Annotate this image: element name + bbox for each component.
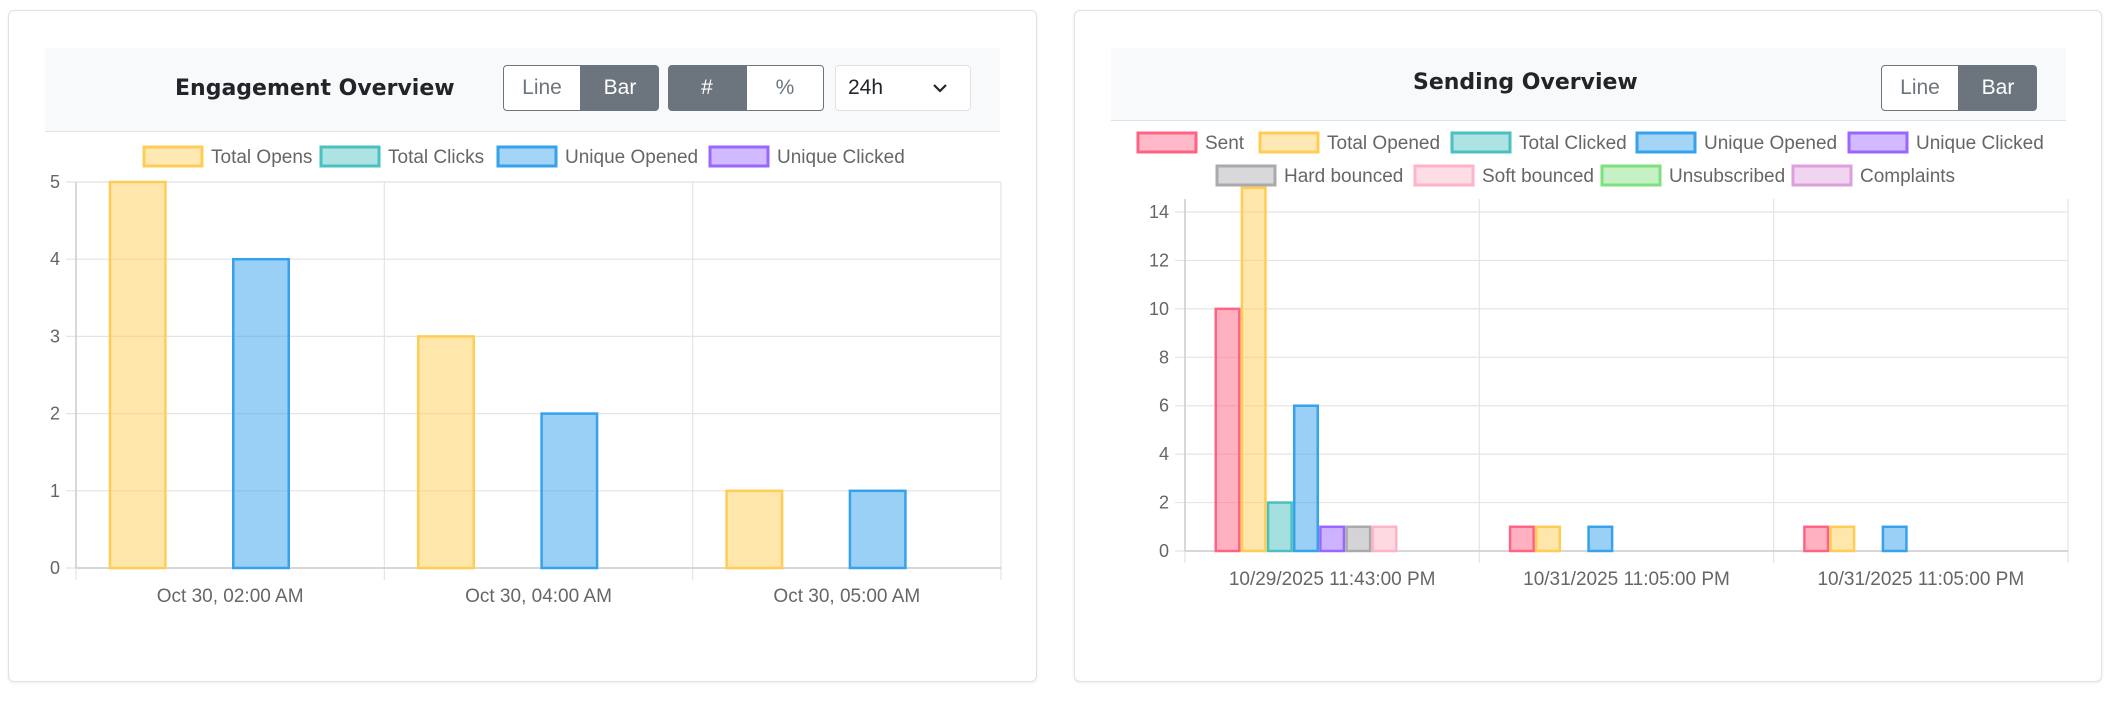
legend-swatch — [1600, 164, 1662, 187]
bar[interactable] — [417, 335, 475, 570]
chevron-down-icon — [933, 84, 947, 93]
bar[interactable] — [1508, 525, 1535, 553]
bar[interactable] — [108, 180, 167, 570]
legend-label: Unique Opened — [1704, 133, 1837, 154]
y-tick-label: 2 — [1159, 493, 1169, 513]
sending-bar-button[interactable]: Bar — [1959, 65, 2037, 111]
engagement-chart: Total Opens Total Clicks Unique Opened Uniq… — [50, 145, 1002, 607]
bar[interactable] — [1829, 525, 1856, 553]
legend-label: Sent — [1205, 133, 1245, 154]
legend-swatch — [1258, 131, 1320, 154]
legend-item[interactable]: Unique Clicked — [708, 145, 905, 168]
legend-label: Unsubscribed — [1669, 166, 1785, 187]
legend-swatch — [1413, 164, 1475, 187]
legend-item[interactable]: Total Opened — [1258, 131, 1440, 154]
sending-overview-card: Sending Overview Line Bar Sent Total Open… — [1074, 10, 2102, 682]
legend-item[interactable]: Total Clicked — [1450, 131, 1627, 154]
engagement-overview-card: Engagement Overview Line Bar # % 24h Tot… — [8, 10, 1037, 682]
bar[interactable] — [1345, 525, 1372, 553]
legend-label: Hard bounced — [1284, 166, 1403, 187]
y-tick-label: 3 — [50, 326, 60, 346]
legend-item[interactable]: Unique Opened — [496, 145, 698, 168]
engagement-metric-toggle: # % — [668, 65, 824, 111]
bar[interactable] — [848, 489, 907, 570]
bar[interactable] — [1803, 525, 1830, 553]
sending-chart: Sent Total Opened Total Clicked Unique Open… — [1136, 131, 2069, 590]
legend-swatch — [1215, 164, 1277, 187]
x-tick-label: Oct 30, 02:00 AM — [157, 586, 304, 607]
bar[interactable] — [1371, 525, 1398, 553]
y-tick-label: 8 — [1159, 347, 1169, 367]
legend-item[interactable]: Complaints — [1791, 164, 1955, 187]
y-tick-label: 6 — [1159, 396, 1169, 416]
engagement-bar-button[interactable]: Bar — [581, 65, 659, 111]
legend-label: Total Opened — [1327, 133, 1440, 154]
legend-swatch — [1847, 131, 1909, 154]
engagement-chart-type-toggle: Line Bar — [503, 65, 659, 111]
legend-swatch — [319, 145, 381, 168]
y-tick-label: 2 — [50, 404, 60, 424]
x-tick-label: 10/31/2025 11:05:00 PM — [1523, 569, 1730, 590]
y-tick-label: 10 — [1149, 299, 1169, 319]
bar[interactable] — [1319, 525, 1346, 553]
y-tick-label: 4 — [1159, 444, 1169, 464]
engagement-range-select[interactable]: 24h — [835, 65, 971, 111]
engagement-card-header: Engagement Overview Line Bar # % 24h — [45, 48, 1000, 132]
sending-title: Sending Overview — [1413, 70, 1638, 95]
bar[interactable] — [1292, 404, 1320, 553]
legend-swatch — [1136, 131, 1198, 154]
y-tick-label: 14 — [1149, 202, 1169, 222]
legend-label: Complaints — [1860, 166, 1955, 187]
y-tick-label: 4 — [50, 249, 60, 269]
x-tick-label: Oct 30, 05:00 AM — [773, 586, 920, 607]
sending-card-header: Sending Overview Line Bar — [1111, 48, 2066, 121]
legend-item[interactable]: Unsubscribed — [1600, 164, 1785, 187]
bar[interactable] — [1881, 525, 1908, 553]
legend-label: Total Opens — [211, 147, 312, 168]
bar[interactable] — [1266, 501, 1293, 553]
engagement-percent-button[interactable]: % — [746, 65, 824, 111]
sending-chart-type-toggle: Line Bar — [1881, 65, 2037, 111]
legend-item[interactable]: Sent — [1136, 131, 1245, 154]
bar[interactable] — [540, 412, 599, 570]
y-tick-label: 5 — [50, 172, 60, 192]
legend-item[interactable]: Total Clicks — [319, 145, 484, 168]
engagement-title: Engagement Overview — [175, 76, 455, 101]
legend-swatch — [142, 145, 204, 168]
y-tick-label: 0 — [1159, 541, 1169, 561]
engagement-count-button[interactable]: # — [668, 65, 746, 111]
legend-swatch — [1450, 131, 1512, 154]
y-tick-label: 1 — [50, 481, 60, 501]
legend-swatch — [496, 145, 558, 168]
legend-label: Unique Opened — [565, 147, 698, 168]
legend-label: Unique Clicked — [1916, 133, 2044, 154]
bar[interactable] — [1240, 186, 1267, 553]
x-tick-label: 10/29/2025 11:43:00 PM — [1229, 569, 1436, 590]
x-tick-label: Oct 30, 04:00 AM — [465, 586, 612, 607]
legend-swatch — [1791, 164, 1853, 187]
legend-swatch — [708, 145, 770, 168]
engagement-range-value: 24h — [848, 76, 884, 99]
y-tick-label: 0 — [50, 558, 60, 578]
legend-swatch — [1635, 131, 1697, 154]
legend-label: Soft bounced — [1482, 166, 1594, 187]
legend-item[interactable]: Soft bounced — [1413, 164, 1594, 187]
engagement-line-button[interactable]: Line — [503, 65, 581, 111]
legend-label: Total Clicked — [1519, 133, 1627, 154]
legend-item[interactable]: Hard bounced — [1215, 164, 1403, 187]
bar[interactable] — [725, 489, 784, 570]
x-tick-label: 10/31/2025 11:05:00 PM — [1817, 569, 2024, 590]
legend-label: Unique Clicked — [777, 147, 905, 168]
y-tick-label: 12 — [1149, 250, 1169, 270]
bar[interactable] — [232, 257, 290, 570]
bar[interactable] — [1534, 525, 1562, 553]
legend-item[interactable]: Unique Clicked — [1847, 131, 2044, 154]
legend-item[interactable]: Total Opens — [142, 145, 312, 168]
legend-label: Total Clicks — [388, 147, 484, 168]
bar[interactable] — [1214, 307, 1241, 553]
legend-item[interactable]: Unique Opened — [1635, 131, 1837, 154]
sending-line-button[interactable]: Line — [1881, 65, 1959, 111]
bar[interactable] — [1587, 525, 1614, 553]
